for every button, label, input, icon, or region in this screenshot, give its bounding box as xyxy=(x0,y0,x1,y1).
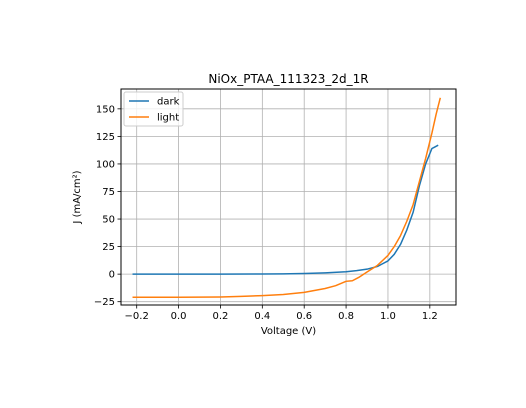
series-layer xyxy=(132,97,442,299)
y-tick-label: 25 xyxy=(102,242,115,253)
y-tick-label: 75 xyxy=(102,187,115,198)
y-axis: −25 0 25 50 75 100 125 150 xyxy=(94,104,121,308)
plot-frame xyxy=(120,88,457,306)
y-tick-label: 125 xyxy=(96,132,115,143)
x-tick-label: 1.2 xyxy=(422,311,438,322)
y-tick-label: 0 xyxy=(109,270,115,281)
legend: dark light xyxy=(123,91,184,127)
x-tick-label: 0.6 xyxy=(296,311,312,322)
x-axis: −0.2 0.0 0.2 0.4 0.6 0.8 1.0 1.2 xyxy=(125,305,438,322)
y-tick-label: 150 xyxy=(96,104,115,115)
x-tick-label: 0.0 xyxy=(171,311,187,322)
y-tick-label: 100 xyxy=(96,159,115,170)
chart-title: NiOx_PTAA_111323_2d_1R xyxy=(208,72,368,86)
legend-label-dark: dark xyxy=(157,97,180,108)
legend-label-light: light xyxy=(157,113,179,124)
y-axis-label: J (mA/cm²) xyxy=(72,170,83,224)
x-tick-label: 0.2 xyxy=(213,311,229,322)
x-tick-label: 1.0 xyxy=(380,311,396,322)
x-tick-label: −0.2 xyxy=(125,311,149,322)
series-line-light xyxy=(132,97,442,299)
y-tick-label: 50 xyxy=(102,215,115,226)
x-axis-label: Voltage (V) xyxy=(261,326,316,337)
y-tick-label: −25 xyxy=(94,297,115,308)
series-line-dark xyxy=(132,144,439,275)
x-tick-label: 0.4 xyxy=(254,311,270,322)
x-tick-label: 0.8 xyxy=(338,311,354,322)
